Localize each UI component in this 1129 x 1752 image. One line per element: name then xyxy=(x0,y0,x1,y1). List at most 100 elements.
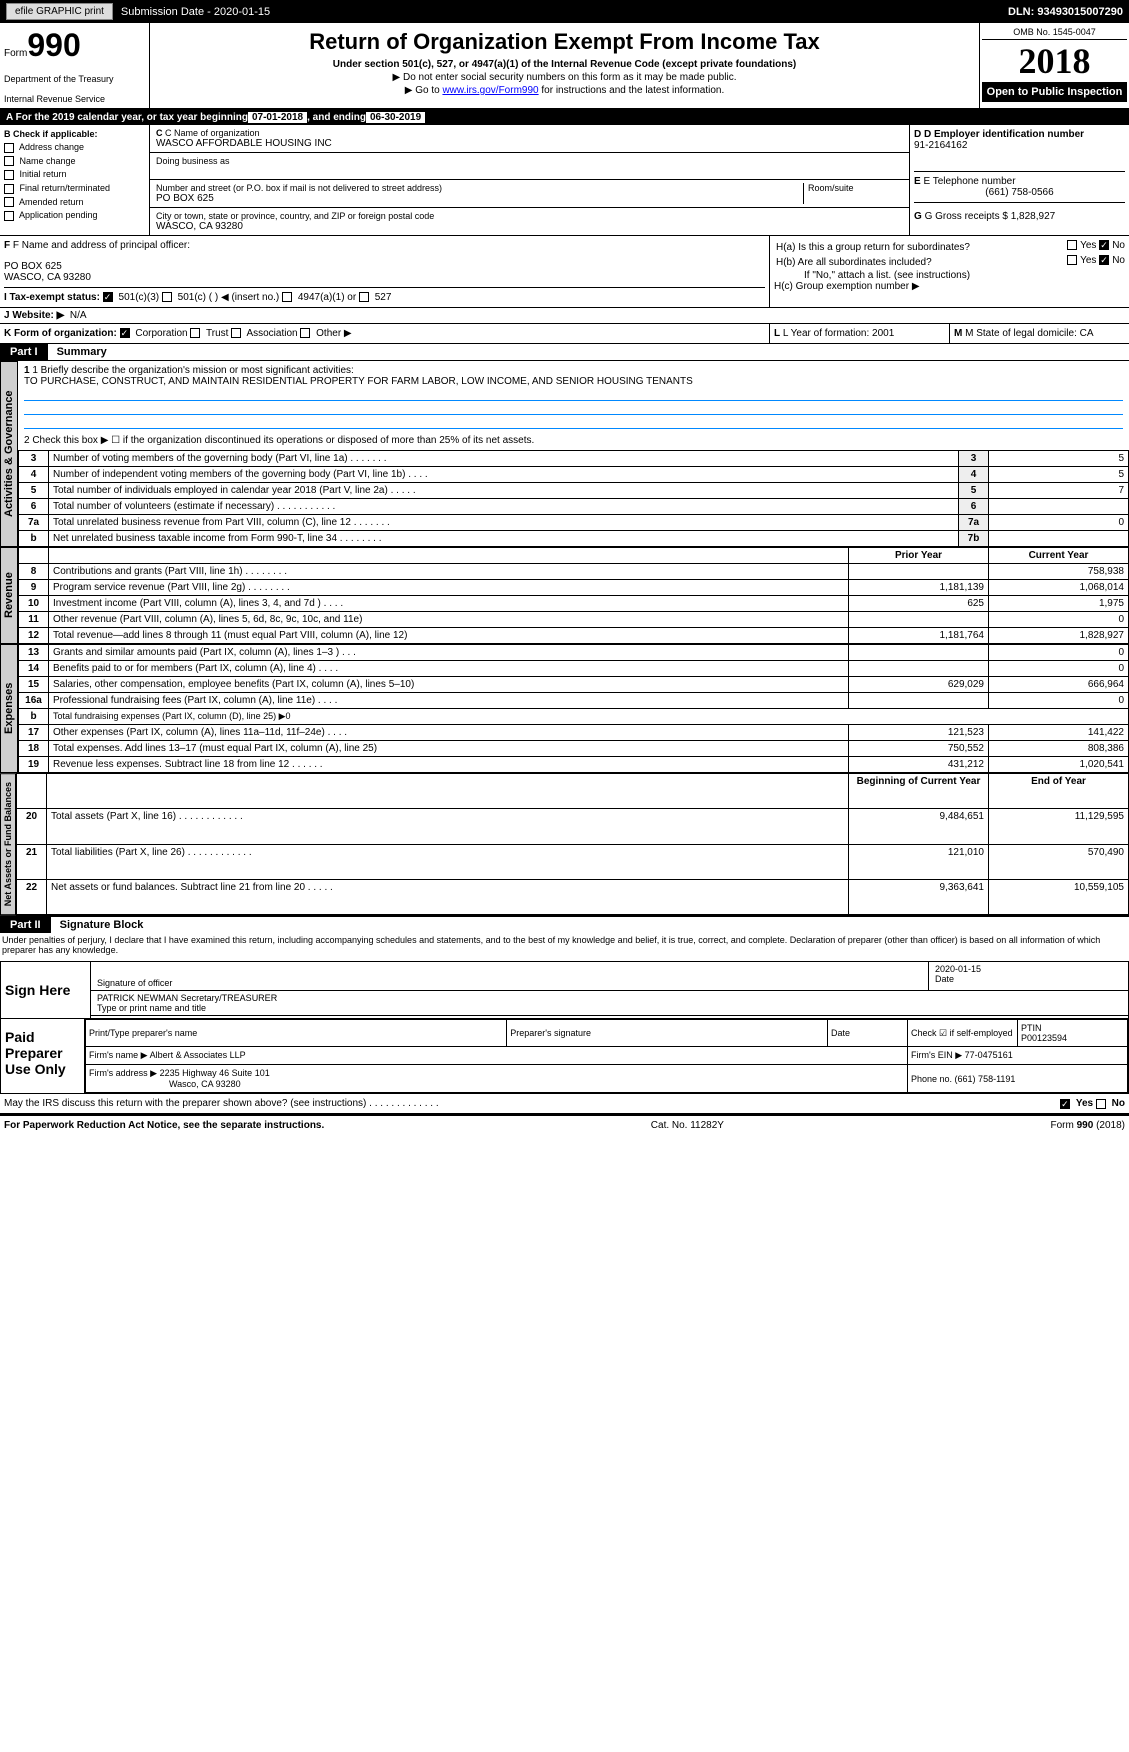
table-row: 20Total assets (Part X, line 16) . . . .… xyxy=(17,809,1129,844)
ein-label: D D Employer identification number xyxy=(914,129,1125,140)
org-city: WASCO, CA 93280 xyxy=(156,221,903,232)
website-label: J Website: ▶ xyxy=(4,310,64,321)
irs-link[interactable]: www.irs.gov/Form990 xyxy=(442,85,538,96)
gross-value: 1,828,927 xyxy=(1011,211,1056,222)
sign-section: Sign Here Signature of officer 2020-01-1… xyxy=(0,961,1129,1019)
org-address: PO BOX 625 xyxy=(156,193,803,204)
prep-date-col: Date xyxy=(828,1020,908,1047)
table-row: 22Net assets or fund balances. Subtract … xyxy=(17,879,1129,914)
footer-right: Form 990 (2018) xyxy=(1051,1120,1125,1131)
section-c-mid: C C Name of organization WASCO AFFORDABL… xyxy=(150,125,909,235)
city-label: City or town, state or province, country… xyxy=(156,211,903,221)
hc-label: H(c) Group exemption number ▶ xyxy=(774,281,1125,292)
discuss-yes[interactable] xyxy=(1060,1099,1070,1109)
b-item: Final return/terminated xyxy=(4,183,145,194)
b-item: Address change xyxy=(4,142,145,153)
table-row: 14Benefits paid to or for members (Part … xyxy=(19,661,1129,677)
table-row: 5Total number of individuals employed in… xyxy=(19,483,1129,499)
trust-checkbox[interactable] xyxy=(190,328,200,338)
form-subtitle: Under section 501(c), 527, or 4947(a)(1)… xyxy=(156,59,973,70)
room-label: Room/suite xyxy=(808,183,903,193)
discuss-row: May the IRS discuss this return with the… xyxy=(0,1094,1129,1115)
assoc-checkbox[interactable] xyxy=(231,328,241,338)
vert-netassets: Net Assets or Fund Balances xyxy=(0,773,16,915)
part1-title: Summary xyxy=(51,344,113,360)
dept-treasury: Department of the Treasury xyxy=(4,74,145,84)
b-item: Amended return xyxy=(4,197,145,208)
form-label: Form xyxy=(4,48,27,59)
instruction-2: ▶ Go to www.irs.gov/Form990 for instruct… xyxy=(156,85,973,96)
b-item: Application pending xyxy=(4,210,145,221)
l-label: L Year of formation: xyxy=(783,328,872,339)
revenue-section: Revenue Prior YearCurrent Year8Contribut… xyxy=(0,547,1129,644)
perjury-text: Under penalties of perjury, I declare th… xyxy=(0,933,1129,957)
501c3-checkbox[interactable] xyxy=(103,292,113,302)
klm-row: K Form of organization: Corporation Trus… xyxy=(0,324,1129,344)
table-row: 12Total revenue—add lines 8 through 11 (… xyxy=(19,628,1129,644)
efile-button[interactable]: efile GRAPHIC print xyxy=(6,3,113,20)
form-header: Form990 Department of the Treasury Inter… xyxy=(0,23,1129,110)
footer-mid: Cat. No. 11282Y xyxy=(651,1120,724,1131)
other-checkbox[interactable] xyxy=(300,328,310,338)
table-row: 8Contributions and grants (Part VIII, li… xyxy=(19,564,1129,580)
officer-name-title: PATRICK NEWMAN Secretary/TREASURER xyxy=(97,993,1122,1003)
omb-number: OMB No. 1545-0047 xyxy=(982,25,1127,40)
firm-name-label: Firm's name ▶ xyxy=(89,1050,148,1060)
k-label: K Form of organization: xyxy=(4,328,117,339)
officer-h-row: F F Name and address of principal office… xyxy=(0,236,1129,308)
discuss-no[interactable] xyxy=(1096,1099,1106,1109)
table-header-row: Beginning of Current YearEnd of Year xyxy=(17,774,1129,809)
hb-yes[interactable] xyxy=(1067,255,1077,265)
submission-date: Submission Date - 2020-01-15 xyxy=(121,6,270,18)
revenue-table: Prior YearCurrent Year8Contributions and… xyxy=(18,547,1129,644)
ptin-value: P00123594 xyxy=(1021,1033,1067,1043)
gross-label: G Gross receipts $ xyxy=(925,211,1011,222)
table-row: 15Salaries, other compensation, employee… xyxy=(19,677,1129,693)
period-begin: 07-01-2018 xyxy=(248,112,307,123)
org-name-label: C C Name of organization xyxy=(156,128,903,138)
prep-sig-col: Preparer's signature xyxy=(507,1020,828,1047)
org-info-row: B Check if applicable: Address change Na… xyxy=(0,125,1129,236)
corp-checkbox[interactable] xyxy=(120,328,130,338)
table-row: 17Other expenses (Part IX, column (A), l… xyxy=(19,725,1129,741)
right-info: D D Employer identification number 91-21… xyxy=(909,125,1129,235)
prep-phone: (661) 758-1191 xyxy=(955,1074,1016,1084)
part2-title: Signature Block xyxy=(54,917,150,933)
open-public: Open to Public Inspection xyxy=(982,82,1127,102)
section-i-label: I Tax-exempt status: xyxy=(4,292,100,303)
hb-no[interactable] xyxy=(1099,255,1109,265)
instruction-1: ▶ Do not enter social security numbers o… xyxy=(156,72,973,83)
year-box: OMB No. 1545-0047 2018 Open to Public In… xyxy=(979,23,1129,108)
website-value: N/A xyxy=(70,310,87,321)
firm-addr-label: Firm's address ▶ xyxy=(89,1068,157,1078)
ha-no[interactable] xyxy=(1099,240,1109,250)
vert-governance: Activities & Governance xyxy=(0,361,18,547)
mission-text: TO PURCHASE, CONSTRUCT, AND MAINTAIN RES… xyxy=(24,376,1123,387)
j-row: J Website: ▶ N/A xyxy=(0,308,1129,324)
table-row: 6Total number of volunteers (estimate if… xyxy=(19,499,1129,515)
expenses-table: 13Grants and similar amounts paid (Part … xyxy=(18,644,1129,773)
hb-label: H(b) Are all subordinates included? xyxy=(774,255,1067,270)
table-row: bTotal fundraising expenses (Part IX, co… xyxy=(19,709,1129,725)
dln: DLN: 93493015007290 xyxy=(1008,6,1123,18)
page-footer: For Paperwork Reduction Act Notice, see … xyxy=(0,1115,1129,1135)
527-checkbox[interactable] xyxy=(359,292,369,302)
table-row: 11Other revenue (Part VIII, column (A), … xyxy=(19,612,1129,628)
m-value: CA xyxy=(1080,328,1094,339)
officer-addr2: WASCO, CA 93280 xyxy=(4,272,765,283)
table-row: 19Revenue less expenses. Subtract line 1… xyxy=(19,757,1129,773)
line2-label: 2 Check this box ▶ ☐ if the organization… xyxy=(24,435,1123,446)
4947-checkbox[interactable] xyxy=(282,292,292,302)
ptin-label: PTIN xyxy=(1021,1023,1042,1033)
officer-label: F F Name and address of principal office… xyxy=(4,240,765,251)
footer-left: For Paperwork Reduction Act Notice, see … xyxy=(4,1120,324,1131)
officer-addr1: PO BOX 625 xyxy=(4,261,765,272)
ha-yes[interactable] xyxy=(1067,240,1077,250)
ha-label: H(a) Is this a group return for subordin… xyxy=(774,240,1067,255)
table-row: bNet unrelated business taxable income f… xyxy=(19,531,1129,547)
self-emp-cell: Check ☑ if self-employed xyxy=(908,1020,1018,1047)
prep-phone-label: Phone no. xyxy=(911,1074,955,1084)
period-row: A For the 2019 calendar year, or tax yea… xyxy=(0,110,1129,125)
501c-checkbox[interactable] xyxy=(162,292,172,302)
sign-here-label: Sign Here xyxy=(1,962,91,1018)
